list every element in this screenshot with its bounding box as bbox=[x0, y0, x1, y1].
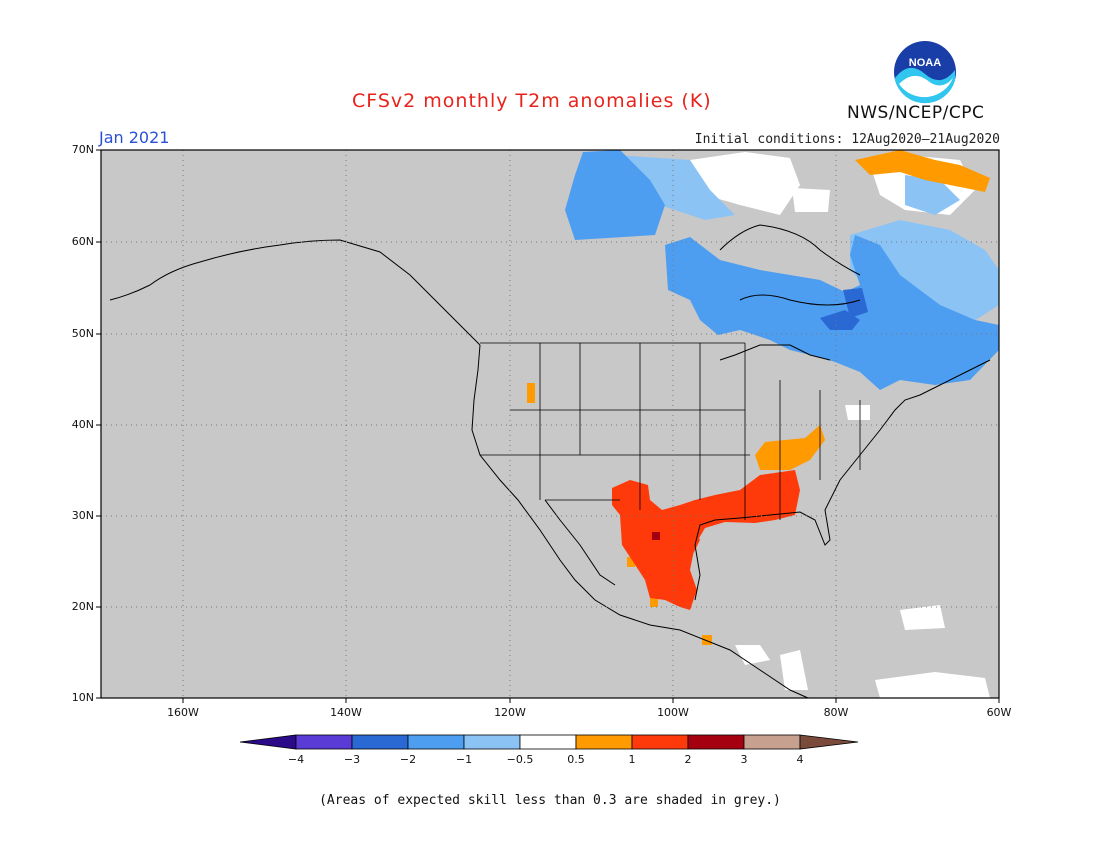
moderate-warm-region bbox=[527, 150, 990, 645]
lat-label: 40N bbox=[71, 418, 94, 431]
lon-label: 140W bbox=[330, 706, 362, 719]
colorbar-label: −2 bbox=[399, 753, 417, 766]
cold-region bbox=[820, 288, 868, 330]
initial-conditions: Initial conditions: 12Aug2020–21Aug2020 bbox=[694, 132, 1000, 147]
colorbar-label: 3 bbox=[740, 753, 748, 766]
colorbar-label: 0.5 bbox=[567, 753, 585, 766]
forecast-month: Jan 2021 bbox=[99, 128, 170, 147]
colorbar-label: −3 bbox=[343, 753, 361, 766]
colorbar bbox=[239, 734, 859, 750]
lat-label: 20N bbox=[71, 600, 94, 613]
colorbar-label: −4 bbox=[287, 753, 305, 766]
lat-ticks bbox=[96, 149, 101, 699]
colorbar-label: 1 bbox=[628, 753, 636, 766]
colorbar-right-arrow bbox=[799, 734, 859, 750]
lon-label: 120W bbox=[494, 706, 526, 719]
logo-text: NOAA bbox=[909, 57, 941, 69]
lon-label: 100W bbox=[657, 706, 689, 719]
colorbar-label: −1 bbox=[455, 753, 473, 766]
skill-note: (Areas of expected skill less than 0.3 a… bbox=[319, 793, 781, 808]
colorbar-label: 4 bbox=[796, 753, 804, 766]
map-background bbox=[101, 150, 999, 698]
state-borders bbox=[480, 342, 861, 520]
warm-region bbox=[612, 470, 800, 610]
lat-label: 30N bbox=[71, 509, 94, 522]
lon-label: 160W bbox=[167, 706, 199, 719]
agency-label: NWS/NCEP/CPC bbox=[847, 103, 985, 123]
lat-label: 60N bbox=[71, 235, 94, 248]
lat-label: 50N bbox=[71, 327, 94, 340]
lat-label: 70N bbox=[71, 143, 94, 156]
map-title: CFSv2 monthly T2m anomalies (K) bbox=[352, 90, 712, 112]
colorbar-label: 2 bbox=[684, 753, 692, 766]
coastlines bbox=[109, 224, 991, 699]
colorbar-label: −0.5 bbox=[506, 753, 534, 766]
lon-label: 60W bbox=[986, 706, 1012, 719]
map-frame bbox=[100, 149, 1000, 699]
colorbar-left-arrow bbox=[239, 734, 297, 750]
noaa-logo: NOAA bbox=[894, 41, 956, 104]
lon-ticks bbox=[182, 698, 1000, 703]
very-warm-patch bbox=[652, 532, 660, 540]
cool-region bbox=[565, 150, 999, 390]
lat-label: 10N bbox=[71, 691, 94, 704]
lon-label: 80W bbox=[823, 706, 849, 719]
